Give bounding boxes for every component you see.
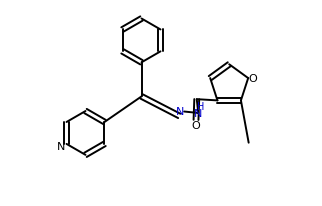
Text: O: O	[192, 121, 200, 131]
Text: N: N	[194, 108, 203, 118]
Text: N: N	[57, 141, 65, 151]
Text: O: O	[249, 73, 257, 83]
Text: H: H	[197, 102, 205, 111]
Text: N: N	[176, 107, 185, 116]
